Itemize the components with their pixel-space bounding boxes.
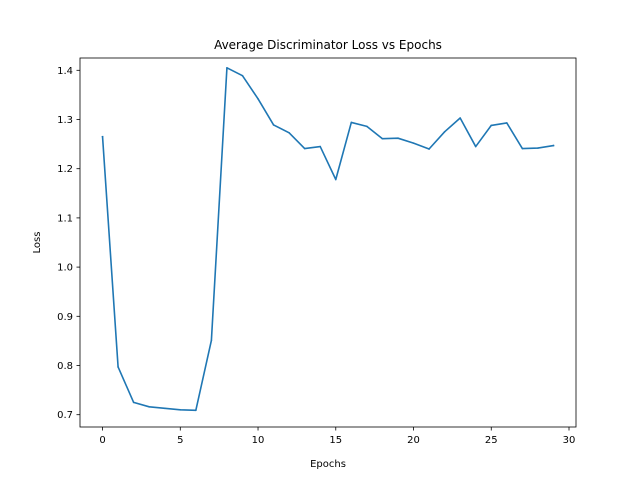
data-point <box>490 124 493 127</box>
data-point <box>303 147 306 150</box>
y-axis-ticks: 0.7 0.8 0.9 1.0 1.1 1.2 1.3 1.4 <box>57 66 80 421</box>
data-point <box>412 142 415 144</box>
data-point <box>506 122 508 124</box>
loss-series-line <box>101 67 555 412</box>
x-axis-label: Epochs <box>310 459 346 470</box>
data-point <box>366 125 368 128</box>
data-point <box>132 401 135 404</box>
data-point <box>117 366 119 368</box>
loss-series-points <box>101 67 555 412</box>
data-point <box>350 121 353 124</box>
data-point <box>537 147 539 149</box>
data-point <box>443 131 446 133</box>
data-point <box>381 137 384 140</box>
x-axis-ticks: 0 5 10 15 20 25 30 <box>99 427 575 446</box>
data-point <box>101 135 104 138</box>
data-point <box>241 74 244 77</box>
data-point <box>552 144 555 147</box>
x-tick-label: 5 <box>177 435 183 446</box>
y-tick-label: 0.7 <box>57 410 73 421</box>
y-tick-label: 1.2 <box>57 164 73 175</box>
data-point <box>210 339 213 342</box>
data-point <box>474 145 477 148</box>
data-point <box>288 131 290 134</box>
plot-area <box>80 58 576 427</box>
y-tick-label: 0.9 <box>57 312 73 323</box>
data-point <box>521 147 524 150</box>
y-tick-label: 0.8 <box>57 361 73 372</box>
data-point <box>397 137 399 139</box>
data-point <box>334 178 337 181</box>
y-tick-label: 1.0 <box>57 263 73 274</box>
data-point <box>163 407 166 410</box>
plot-frame <box>79 57 577 428</box>
data-point <box>272 124 275 126</box>
data-point <box>257 98 259 100</box>
data-point <box>226 67 228 69</box>
x-tick-label: 20 <box>407 435 420 446</box>
x-tick-label: 15 <box>329 435 342 446</box>
y-tick-label: 1.4 <box>57 66 73 77</box>
chart-title: Average Discriminator Loss vs Epochs <box>214 38 442 52</box>
data-point <box>195 409 197 412</box>
y-tick-label: 1.3 <box>57 115 73 126</box>
data-point <box>428 148 430 150</box>
data-point <box>148 406 150 408</box>
y-tick-label: 1.1 <box>57 213 73 224</box>
data-point <box>319 145 322 148</box>
y-axis-label: Loss <box>32 232 43 254</box>
x-tick-label: 30 <box>563 435 576 446</box>
x-tick-label: 10 <box>252 435 265 446</box>
data-point <box>179 408 182 411</box>
x-tick-label: 25 <box>485 435 498 446</box>
x-tick-label: 0 <box>99 435 105 446</box>
data-point <box>459 117 461 119</box>
